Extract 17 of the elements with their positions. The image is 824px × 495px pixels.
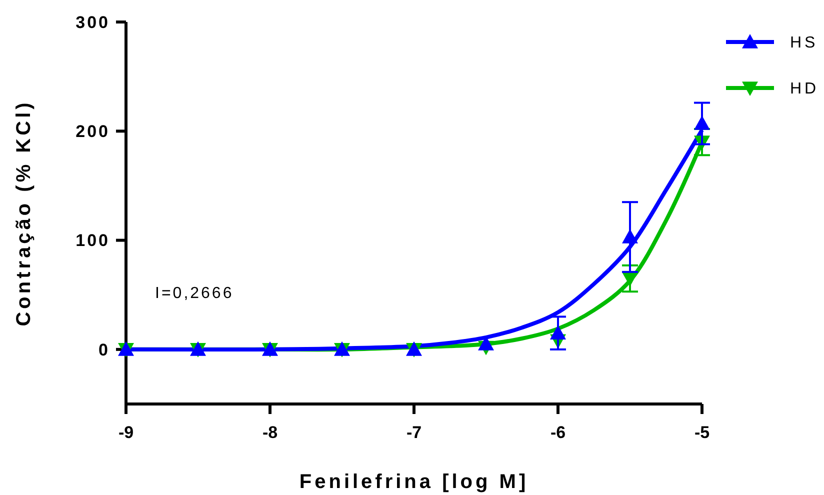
point	[622, 229, 638, 244]
y-axis-title: Contração (% KCl)	[13, 100, 35, 326]
x-tick-label: -6	[550, 423, 566, 442]
y-tick-label: 200	[76, 122, 110, 142]
x-tick-label: -5	[694, 423, 710, 442]
point	[550, 325, 566, 340]
y-tick-label: 300	[76, 12, 110, 32]
point	[694, 116, 710, 130]
x-axis-title: Fenilefrina [log M]	[299, 471, 529, 493]
y-tick-label: 100	[76, 231, 110, 250]
x-tick-label: -7	[406, 423, 422, 442]
legend-label: HD	[790, 80, 820, 98]
x-tick-label: -9	[118, 423, 134, 442]
x-tick-label: -8	[262, 423, 278, 442]
legend-label: HS	[790, 34, 818, 52]
y-tick-label: 0	[98, 340, 110, 360]
annotation: I=0,2666	[155, 285, 234, 302]
